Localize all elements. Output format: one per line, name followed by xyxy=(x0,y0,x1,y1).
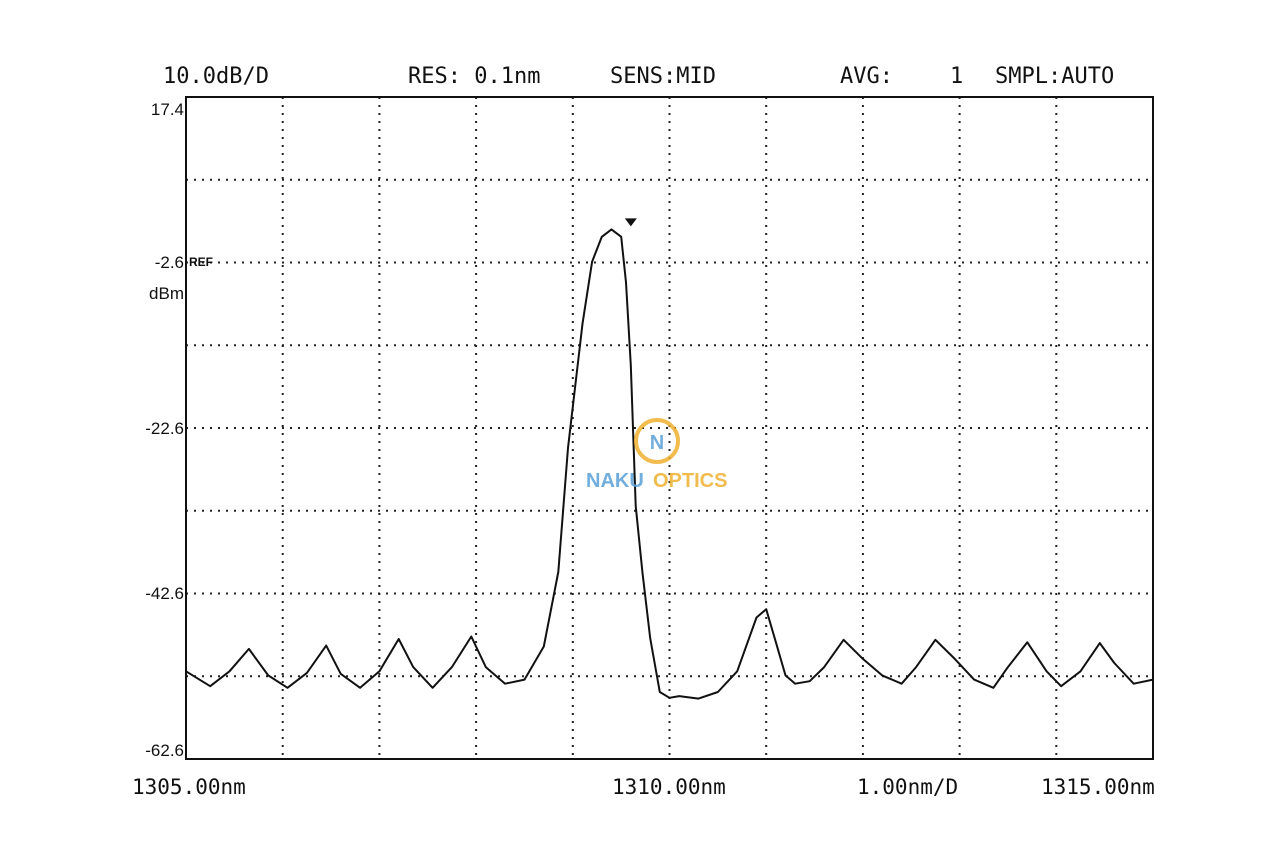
x-start-label: 1305.00nm xyxy=(132,775,246,799)
ref-label: REF xyxy=(189,255,213,269)
x-end-label: 1315.00nm xyxy=(1041,775,1155,799)
y-tick-label: 17.4 xyxy=(151,100,184,119)
spectrum-trace xyxy=(185,228,1154,700)
average-label: AVG: xyxy=(840,64,893,89)
x-span-label: 1.00nm/D xyxy=(857,775,958,799)
watermark-logo-icon xyxy=(634,418,680,464)
x-center-label: 1310.00nm xyxy=(612,775,726,799)
y-unit-label: dBm xyxy=(149,284,184,303)
average-value: 1 xyxy=(950,64,963,89)
scale-label: 10.0dB/D xyxy=(163,64,269,89)
watermark-logo-letter: N xyxy=(650,432,664,454)
resolution-label: RES: 0.1nm xyxy=(408,64,540,89)
watermark-text-b: OPTICS xyxy=(653,470,727,492)
sensitivity-label: SENS:MID xyxy=(610,64,716,89)
plot-frame xyxy=(185,96,1154,760)
y-tick-label: -62.6 xyxy=(145,741,184,760)
watermark-text-a: NAKU xyxy=(586,470,644,492)
peak-marker-icon xyxy=(624,218,637,227)
y-tick-labels: 17.4 -2.6 -22.6 -42.6 -62.6 xyxy=(145,100,184,760)
y-tick-label: -2.6 xyxy=(155,253,184,272)
watermark: N NAKU OPTICS xyxy=(586,418,727,492)
sampling-label: SMPL:AUTO xyxy=(995,64,1114,89)
y-tick-label: -42.6 xyxy=(145,584,184,603)
grid xyxy=(186,97,1153,759)
y-tick-label: -22.6 xyxy=(145,419,184,438)
